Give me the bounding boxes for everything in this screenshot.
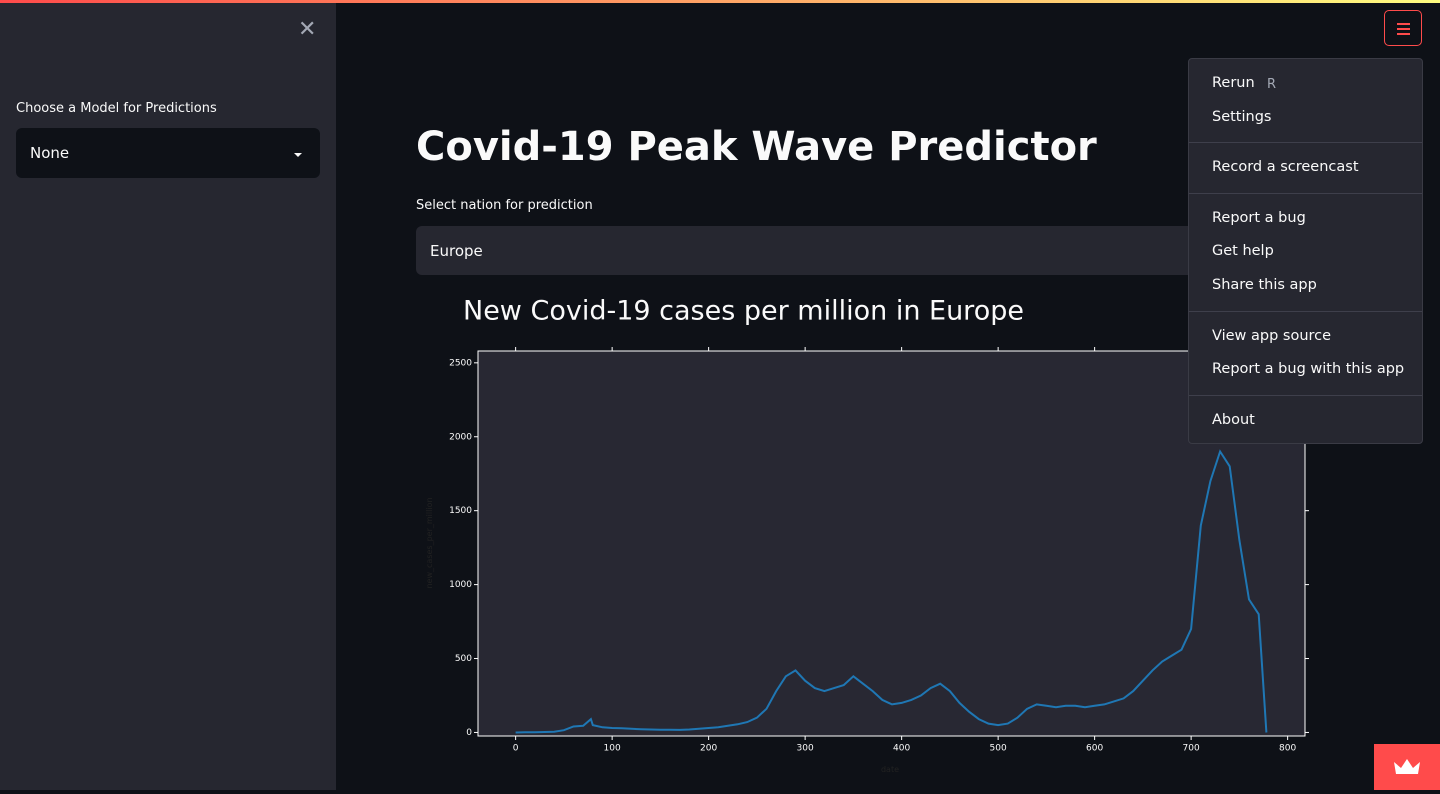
crown-icon — [1394, 759, 1420, 774]
y-tick-label: 2500 — [449, 358, 472, 368]
separator — [1189, 193, 1422, 194]
y-tick-label: 2000 — [449, 432, 472, 442]
menu-item[interactable]: View app source — [1212, 328, 1332, 344]
x-axis-label: date — [881, 765, 899, 774]
y-tick-label: 0 — [466, 728, 472, 738]
sidebar: ✕ Choose a Model for Predictions None — [0, 3, 336, 790]
nation-select[interactable]: Europe — [416, 226, 1216, 275]
y-tick-label: 1500 — [449, 506, 472, 516]
y-tick-label: 1000 — [449, 580, 472, 590]
streamlit-badge[interactable] — [1374, 744, 1440, 790]
x-tick-label: 300 — [797, 744, 814, 754]
nation-label: Select nation for prediction — [416, 198, 593, 213]
chart: New Covid-19 cases per million in Europe… — [425, 296, 1309, 774]
menu-item[interactable]: About — [1212, 412, 1255, 428]
caret — [294, 153, 302, 157]
x-tick-label: 0 — [513, 744, 519, 754]
menu-item[interactable]: Get help — [1212, 243, 1274, 259]
main-menu: Rerun R Settings Record a screencast Rep… — [1188, 58, 1423, 444]
separator — [1189, 395, 1422, 396]
x-tick-label: 100 — [604, 744, 621, 754]
x-tick-label: 600 — [1086, 744, 1103, 754]
close-sidebar[interactable]: ✕ — [298, 17, 317, 42]
separator — [1189, 311, 1422, 312]
shortcut: R — [1267, 77, 1277, 92]
nation-value: Europe — [430, 241, 483, 260]
model-label: Choose a Model for Predictions — [16, 101, 217, 116]
menu-item[interactable]: Share this app — [1212, 277, 1317, 293]
model-value: None — [30, 144, 70, 162]
menu-item[interactable]: Settings — [1212, 109, 1272, 125]
app-title: Covid-19 Peak Wave Predictor — [416, 124, 1097, 170]
menu-item[interactable]: Record a screencast — [1212, 159, 1359, 175]
menu-button[interactable] — [1384, 10, 1422, 46]
x-tick-label: 200 — [700, 744, 717, 754]
data-line — [515, 449, 1268, 734]
x-tick-label: 800 — [1279, 744, 1296, 754]
plot-area — [477, 350, 1306, 737]
x-tick-label: 500 — [990, 744, 1007, 754]
y-tick-label: 500 — [455, 654, 472, 664]
menu-item[interactable]: Report a bug with this app — [1212, 361, 1405, 377]
y-axis-label: new_cases_per_million — [425, 497, 434, 588]
separator — [1189, 142, 1422, 143]
x-tick-label: 400 — [893, 744, 910, 754]
top-decoration — [0, 0, 1440, 3]
x-tick-label: 700 — [1183, 744, 1200, 754]
menu-item[interactable]: Report a bug — [1212, 210, 1306, 226]
menu-item[interactable]: Rerun — [1212, 75, 1255, 91]
model-select[interactable]: None — [16, 128, 320, 178]
chart-title: New Covid-19 cases per million in Europe — [463, 296, 1024, 327]
